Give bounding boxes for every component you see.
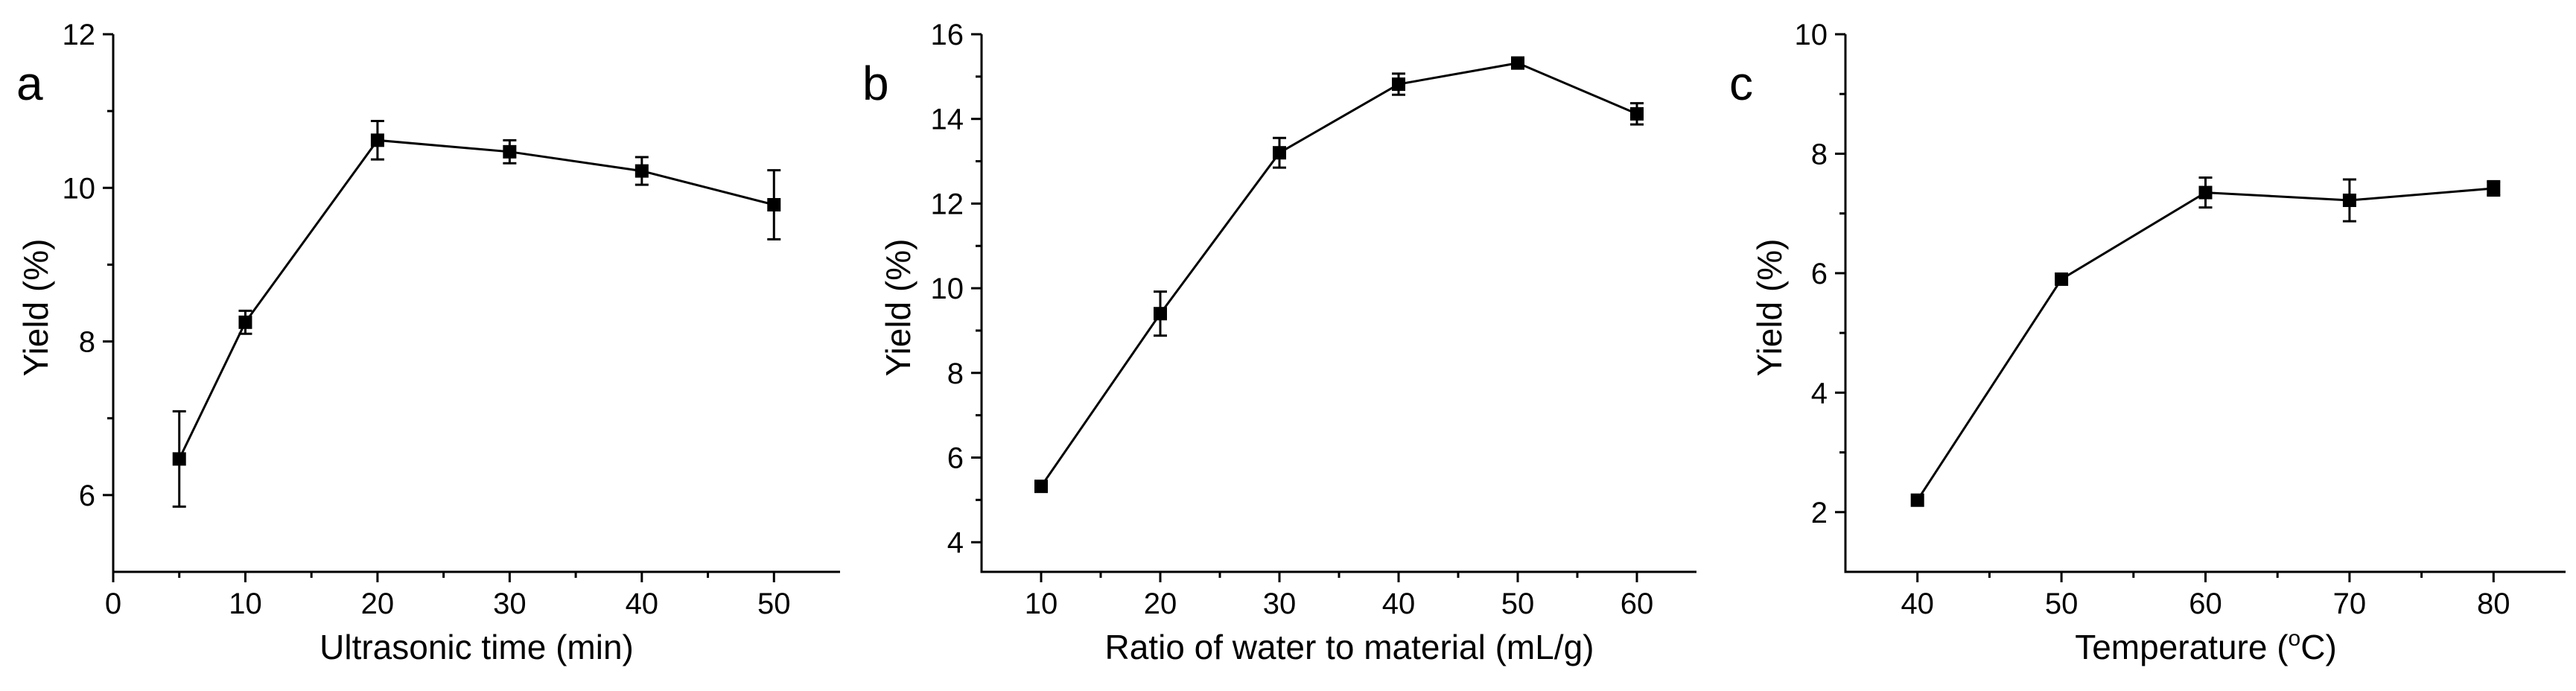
panel-a-y-axis-title: Yield (%) <box>16 239 55 377</box>
panel-a-x-tick-label: 20 <box>361 587 395 620</box>
panel-c: c Temperature (oC) Yield (%) 40 50 60 70 80 2… <box>1729 19 2566 666</box>
panel-b: b Ratio of water to material (mL/g) Yiel… <box>862 19 1696 666</box>
panel-a-x-tick-label: 40 <box>626 587 659 620</box>
panel-b-data-point <box>1154 307 1167 321</box>
panel-a-y-tick-label: 10 <box>63 172 96 205</box>
panel-c-axes <box>1844 34 2566 573</box>
panel-a-x-tick-label: 0 <box>105 587 121 620</box>
panel-c-data-point <box>2342 194 2356 208</box>
panel-a-x-tick-label: 30 <box>493 587 527 620</box>
panel-b-y-tick-label: 12 <box>931 188 964 220</box>
panel-a-series-line <box>178 138 775 460</box>
panel-c-x-axis-title: Temperature (oC) <box>2075 626 2337 666</box>
panel-b-y-tick-label: 10 <box>931 273 964 305</box>
panel-c-series-line <box>1916 187 2494 501</box>
panel-c-data-point <box>1910 493 1924 507</box>
panel-a-x-tick-label: 10 <box>229 587 262 620</box>
panel-a-plot-area: 0 10 20 30 40 50 6 8 10 12 <box>63 19 840 620</box>
panel-b-data-point <box>1273 146 1286 160</box>
panel-b-y-tick-label: 6 <box>947 442 964 475</box>
panel-a-data-point <box>238 315 252 329</box>
panel-b-data-point <box>1392 77 1405 92</box>
panel-b-x-tick-label: 10 <box>1025 587 1058 620</box>
panel-b-label: b <box>862 57 889 110</box>
panel-c-x-axis-title-degree: o <box>2289 626 2301 651</box>
panel-c-x-tick-label: 50 <box>2045 587 2079 620</box>
panel-b-x-tick-label: 20 <box>1144 587 1177 620</box>
panel-a-y-tick-label: 6 <box>79 480 95 512</box>
panel-a-data-point <box>503 144 517 159</box>
panel-c-data-point <box>2198 185 2213 200</box>
panel-a-x-tick-label: 50 <box>757 587 791 620</box>
panel-c-y-tick-label: 2 <box>1811 497 1828 529</box>
panel-b-series-line <box>1040 62 1638 488</box>
panel-a: a Ultrasonic time (min) Yield (%) 0 10 20 3… <box>16 19 840 666</box>
panel-b-x-tick-label: 50 <box>1501 587 1535 620</box>
panel-a-data-point <box>370 133 384 147</box>
panel-c-y-axis-title: Yield (%) <box>1750 239 1789 377</box>
panel-a-y-tick-label: 8 <box>79 326 95 359</box>
panel-c-x-axis-title-unit: C) <box>2300 628 2337 666</box>
panel-b-x-tick-label: 60 <box>1621 587 1654 620</box>
panel-a-axes <box>112 34 840 573</box>
panel-c-x-axis-title-main: Temperature ( <box>2075 628 2289 666</box>
panel-b-x-tick-label: 40 <box>1382 587 1416 620</box>
panel-c-x-tick-label: 70 <box>2333 587 2367 620</box>
panel-b-axes <box>980 34 1696 573</box>
panel-c-data-point <box>2055 272 2069 286</box>
panel-a-label: a <box>16 57 43 110</box>
panel-c-y-tick-label: 4 <box>1811 377 1828 410</box>
panel-c-x-tick-label: 60 <box>2189 587 2222 620</box>
panel-a-y-tick-label: 12 <box>63 19 96 51</box>
panel-b-data-point <box>1034 480 1048 494</box>
panel-b-x-tick-label: 30 <box>1263 587 1297 620</box>
panel-b-y-tick-label: 16 <box>931 19 964 51</box>
panel-c-y-tick-label: 8 <box>1811 138 1828 171</box>
panel-c-plot-area: 40 50 60 70 80 2 4 6 8 10 <box>1795 19 2566 620</box>
panel-c-x-tick-label: 80 <box>2477 587 2510 620</box>
panel-b-y-tick-label: 4 <box>947 526 964 559</box>
panel-c-data-point <box>2487 181 2501 195</box>
panel-a-data-point <box>767 197 781 211</box>
panel-b-y-tick-label: 14 <box>931 104 964 136</box>
panel-b-plot-area: 10 20 30 40 50 60 4 6 8 10 12 14 16 <box>931 19 1696 620</box>
panel-b-x-axis-title: Ratio of water to material (mL/g) <box>1104 628 1594 666</box>
panel-c-x-tick-label: 40 <box>1901 587 1934 620</box>
panel-b-y-axis-title: Yield (%) <box>879 239 917 377</box>
panel-a-data-point <box>172 452 186 466</box>
panel-a-data-point <box>635 164 649 178</box>
panel-b-data-point <box>1511 56 1524 70</box>
panel-b-data-point <box>1630 106 1644 121</box>
panel-b-y-tick-label: 8 <box>947 357 964 390</box>
panel-a-x-axis-title: Ultrasonic time (min) <box>319 628 634 666</box>
panel-c-y-tick-label: 10 <box>1795 19 1828 51</box>
panel-c-y-tick-label: 6 <box>1811 258 1828 290</box>
panel-c-label: c <box>1729 57 1753 110</box>
